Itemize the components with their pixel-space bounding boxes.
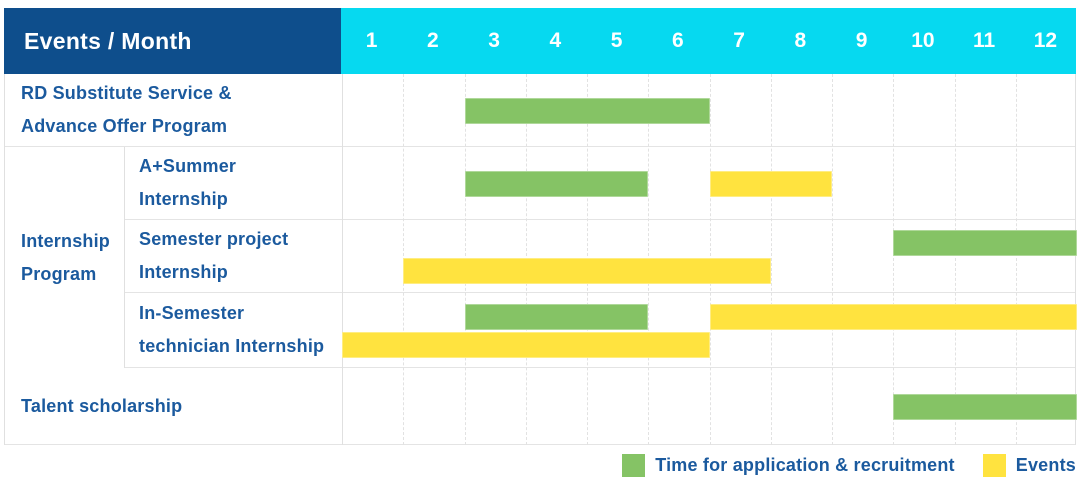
chart-row: Talent scholarship <box>5 368 1077 445</box>
month-header-cell: 7 <box>709 8 770 74</box>
event-bar <box>403 257 771 284</box>
row-label-cell: A+Summer Internship <box>125 147 342 219</box>
month-header-cell: 1 <box>341 8 402 74</box>
month-label: 3 <box>488 29 500 52</box>
chart-row: In-Semester technician Internship <box>5 293 1077 368</box>
month-label: 6 <box>672 29 684 52</box>
row-label: A+Summer <box>139 156 237 176</box>
row-label: Talent scholarship <box>21 395 183 416</box>
row-label-cell: Talent scholarship <box>5 368 342 444</box>
month-grid-line <box>893 74 895 445</box>
month-header-cell: 6 <box>647 8 708 74</box>
month-header-cell: 3 <box>464 8 525 74</box>
month-label: 7 <box>733 29 745 52</box>
month-header-cell: 8 <box>770 8 831 74</box>
month-header-cell: 11 <box>954 8 1015 74</box>
chart-row: Semester project Internship <box>5 220 1077 293</box>
month-label: 9 <box>855 29 868 52</box>
month-header-cell: 10 <box>892 8 953 74</box>
legend-swatch-yellow <box>982 453 1006 477</box>
application-bar <box>464 303 649 330</box>
legend-item-application: Time for application & recruitment <box>622 453 955 477</box>
month-grid-line <box>954 74 956 445</box>
application-bar <box>464 170 649 197</box>
row-label: Internship <box>139 262 229 282</box>
group-label: Program <box>21 263 97 284</box>
row-label: Semester project <box>139 229 289 249</box>
group-label: Internship <box>21 230 111 251</box>
row-label: Internship <box>139 189 229 209</box>
table-title: Events / Month <box>24 27 192 54</box>
legend-label: Events <box>1015 454 1076 475</box>
month-header-cell: 9 <box>831 8 892 74</box>
month-label: 4 <box>549 29 562 52</box>
month-label: 1 <box>365 29 378 52</box>
month-grid-line <box>1015 74 1017 445</box>
column-divider <box>342 74 343 445</box>
month-grid-line <box>770 74 772 445</box>
month-grid-line <box>832 74 833 445</box>
row-label: Advance Offer Program <box>21 116 228 136</box>
month-label: 10 <box>911 29 935 52</box>
month-label: 11 <box>973 29 996 52</box>
application-bar <box>893 393 1077 420</box>
group-label-cell: Internship Program <box>5 147 125 368</box>
row-label: technician Internship <box>139 336 325 356</box>
legend-item-events: Events <box>982 453 1076 477</box>
application-bar <box>893 229 1077 256</box>
event-bar <box>709 303 1077 330</box>
events-month-header-cell: Events / Month <box>4 8 341 74</box>
month-header-row: 1 2 3 4 5 6 7 8 9 10 11 12 <box>341 8 1076 74</box>
events-table: Events / Month 1 2 3 4 5 6 7 8 9 10 11 12 RD Substi… <box>4 8 1077 445</box>
row-label-cell: RD Substitute Service & Advance Offer Pro… <box>5 74 342 146</box>
row-label: In-Semester <box>139 303 245 323</box>
application-bar <box>464 97 710 124</box>
legend: Time for application & recruitment Events <box>622 452 1076 478</box>
month-label: 8 <box>794 29 807 52</box>
legend-swatch-green <box>622 453 646 477</box>
month-header-cell: 5 <box>586 8 647 74</box>
row-label: RD Substitute Service & <box>21 83 232 103</box>
month-label: 12 <box>1033 29 1058 52</box>
month-header-cell: 2 <box>402 8 463 74</box>
chart-row: RD Substitute Service & Advance Offer Pro… <box>5 74 1075 147</box>
month-header-cell: 4 <box>525 8 586 74</box>
chart-body: RD Substitute Service & Advance Offer Pro… <box>4 74 1077 445</box>
row-label-cell: In-Semester technician Internship <box>125 293 342 367</box>
table-header-row: Events / Month 1 2 3 4 5 6 7 8 9 10 11 12 <box>4 8 1076 74</box>
month-header-cell: 12 <box>1015 8 1076 74</box>
event-bar <box>342 331 710 358</box>
chart-row: A+Summer Internship <box>5 147 1075 220</box>
month-label: 5 <box>610 29 623 52</box>
event-bar <box>709 170 832 197</box>
month-label: 2 <box>427 29 439 52</box>
row-label-cell: Semester project Internship <box>125 220 342 292</box>
legend-label: Time for application & recruitment <box>655 454 955 475</box>
